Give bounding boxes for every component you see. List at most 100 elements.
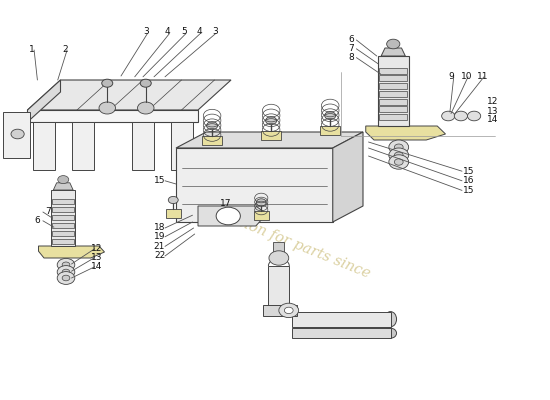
Text: 3: 3 <box>213 28 218 36</box>
Polygon shape <box>254 211 269 220</box>
Text: 14: 14 <box>91 262 102 271</box>
Text: 12: 12 <box>91 244 102 253</box>
Text: 15: 15 <box>463 186 474 195</box>
Text: 7: 7 <box>348 44 354 53</box>
Circle shape <box>58 176 69 184</box>
Polygon shape <box>379 114 407 120</box>
Polygon shape <box>268 266 289 312</box>
Circle shape <box>62 275 70 281</box>
Text: 8: 8 <box>348 53 354 62</box>
Circle shape <box>57 272 75 284</box>
Polygon shape <box>381 48 405 56</box>
Circle shape <box>57 266 75 278</box>
Circle shape <box>62 262 70 268</box>
Text: 5: 5 <box>182 28 187 36</box>
Polygon shape <box>379 106 407 112</box>
Text: 17: 17 <box>220 200 231 208</box>
Polygon shape <box>28 110 198 122</box>
Text: 6: 6 <box>348 36 354 44</box>
Polygon shape <box>379 98 407 104</box>
Polygon shape <box>51 190 75 246</box>
Text: 7: 7 <box>46 208 51 216</box>
Text: 22: 22 <box>154 252 165 260</box>
Circle shape <box>140 79 151 87</box>
Circle shape <box>62 269 70 275</box>
Circle shape <box>266 117 277 125</box>
Text: 13: 13 <box>91 253 102 262</box>
Circle shape <box>394 144 403 150</box>
Polygon shape <box>366 126 446 140</box>
Polygon shape <box>261 131 281 140</box>
Circle shape <box>138 102 154 114</box>
Polygon shape <box>202 136 222 145</box>
Polygon shape <box>292 328 390 338</box>
Circle shape <box>394 152 403 158</box>
Polygon shape <box>3 112 30 158</box>
Polygon shape <box>52 207 74 212</box>
Circle shape <box>11 129 24 139</box>
Polygon shape <box>28 80 231 110</box>
Circle shape <box>207 122 218 130</box>
Circle shape <box>324 112 336 120</box>
Polygon shape <box>198 206 267 226</box>
Polygon shape <box>28 80 60 122</box>
Polygon shape <box>39 246 104 258</box>
Text: 15: 15 <box>154 176 165 185</box>
Circle shape <box>389 148 409 162</box>
Ellipse shape <box>384 328 397 338</box>
Text: 13: 13 <box>487 107 498 116</box>
Circle shape <box>168 196 178 204</box>
Polygon shape <box>132 122 154 170</box>
Polygon shape <box>379 76 407 82</box>
Circle shape <box>454 111 467 121</box>
Text: 1: 1 <box>29 46 35 54</box>
Polygon shape <box>170 122 192 170</box>
Text: 12: 12 <box>487 98 498 106</box>
Polygon shape <box>33 122 55 170</box>
Text: 4: 4 <box>196 28 202 36</box>
Text: 3: 3 <box>143 28 148 36</box>
Polygon shape <box>52 231 74 236</box>
Polygon shape <box>379 91 407 97</box>
Polygon shape <box>333 132 363 222</box>
Polygon shape <box>292 312 390 327</box>
Text: 11: 11 <box>477 72 488 81</box>
Text: 21: 21 <box>154 242 165 251</box>
Polygon shape <box>379 83 407 89</box>
Polygon shape <box>52 223 74 228</box>
Text: 9: 9 <box>448 72 454 81</box>
Polygon shape <box>72 122 94 170</box>
Polygon shape <box>52 199 74 204</box>
Polygon shape <box>378 56 409 126</box>
Text: 14: 14 <box>487 116 498 124</box>
Polygon shape <box>176 148 333 222</box>
Polygon shape <box>320 126 340 135</box>
Text: a passion for parts since: a passion for parts since <box>200 200 372 280</box>
Text: 16: 16 <box>463 176 474 185</box>
Polygon shape <box>166 209 181 218</box>
Circle shape <box>284 307 293 314</box>
Polygon shape <box>263 305 297 316</box>
Circle shape <box>394 159 403 165</box>
Polygon shape <box>52 239 74 244</box>
Text: 18: 18 <box>154 224 165 232</box>
Circle shape <box>468 111 481 121</box>
Circle shape <box>389 140 409 154</box>
Polygon shape <box>176 132 363 148</box>
Polygon shape <box>379 68 407 74</box>
Circle shape <box>279 303 299 318</box>
Circle shape <box>269 251 289 265</box>
Circle shape <box>102 79 113 87</box>
Text: 6: 6 <box>35 216 40 225</box>
Ellipse shape <box>384 312 397 327</box>
Text: 2: 2 <box>62 46 68 54</box>
Circle shape <box>442 111 455 121</box>
Polygon shape <box>52 215 74 220</box>
Polygon shape <box>273 242 284 252</box>
Text: 19: 19 <box>154 232 165 241</box>
Circle shape <box>256 199 266 206</box>
Circle shape <box>99 102 116 114</box>
Text: 10: 10 <box>461 72 472 81</box>
Circle shape <box>57 258 75 271</box>
Circle shape <box>387 39 400 49</box>
